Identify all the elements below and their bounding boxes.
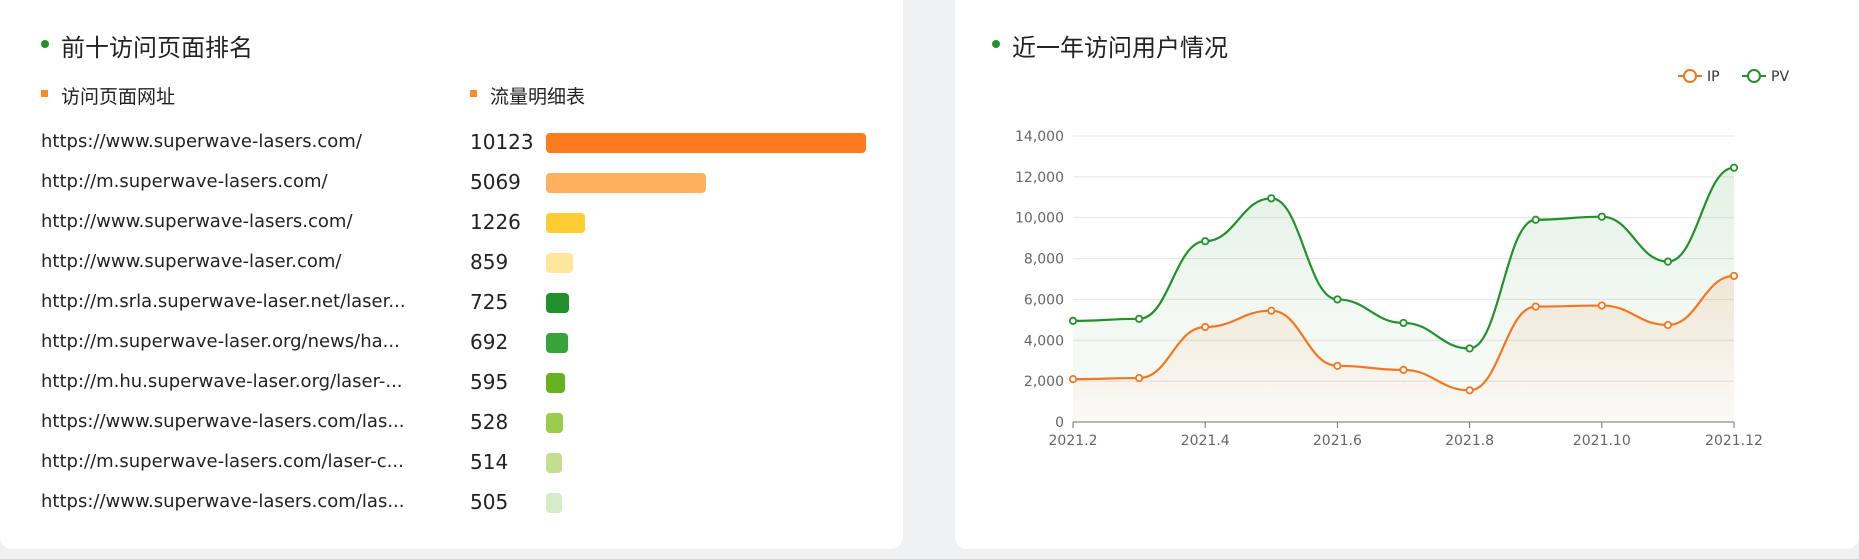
y-tick-label: 4,000 — [1024, 333, 1064, 349]
page-url: http://m.superwave-lasers.com/laser-c... — [41, 451, 404, 472]
page-visit-bar — [546, 213, 585, 233]
data-point-pv — [1267, 194, 1276, 203]
x-tick-label: 2021.6 — [1313, 433, 1362, 449]
legend-label-ip: IP — [1707, 69, 1720, 85]
page-url: http://www.superwave-laser.com/ — [41, 251, 342, 272]
y-tick-label: 8,000 — [1024, 252, 1064, 268]
data-point-ip — [1465, 386, 1474, 395]
data-point-ip — [1597, 301, 1606, 310]
x-tick-label: 2021.2 — [1049, 433, 1098, 449]
data-point-pv — [1333, 295, 1342, 304]
url-header-marker — [41, 90, 48, 97]
page-url: http://www.superwave-lasers.com/ — [41, 211, 353, 232]
page-visit-bar — [546, 333, 568, 353]
page-visit-bar — [546, 293, 569, 313]
data-point-ip — [1267, 306, 1276, 315]
data-point-pv — [1663, 257, 1673, 266]
title-dot — [41, 40, 49, 48]
data-point-pv — [1531, 215, 1540, 224]
yearly-visits-card: 近一年访问用户情况 0 2,000 4,000 6,000 8,000 10,000 12,… — [955, 0, 1859, 549]
data-point-ip — [1068, 374, 1078, 384]
data-point-pv — [1068, 316, 1078, 325]
data-point-pv — [1399, 318, 1408, 328]
title-dot — [992, 40, 1000, 48]
data-point-ip — [1663, 320, 1673, 330]
page-visit-bar — [546, 253, 574, 273]
x-tick-label: 2021.4 — [1181, 433, 1230, 449]
page-visit-bar — [546, 173, 707, 193]
flow-column-header: 流量明细表 — [490, 86, 586, 108]
x-tick-label: 2021.8 — [1445, 433, 1494, 449]
page-url: https://www.superwave-lasers.com/las... — [41, 491, 405, 512]
page-url: http://m.hu.superwave-laser.org/laser-..… — [41, 371, 403, 392]
data-point-ip — [1135, 373, 1144, 383]
page-visit-count: 514 — [470, 450, 509, 474]
x-tick-label: 2021.10 — [1573, 433, 1631, 449]
y-tick-label: 0 — [1055, 415, 1064, 431]
page-visit-count: 528 — [470, 410, 509, 434]
legend-marker-ip — [1683, 69, 1697, 83]
page-visit-count: 1226 — [470, 210, 521, 234]
page-visit-bar — [546, 133, 866, 153]
visits-line-chart: 0 2,000 4,000 6,000 8,000 10,000 12,000 14,000 2… — [1015, 69, 1789, 449]
y-tick-label: 12,000 — [1015, 170, 1064, 186]
data-point-pv — [1729, 163, 1739, 172]
data-point-ip — [1399, 365, 1408, 375]
data-point-ip — [1201, 322, 1210, 332]
data-point-pv — [1201, 237, 1210, 246]
y-tick-label: 14,000 — [1015, 129, 1064, 145]
y-tick-label: 6,000 — [1024, 292, 1064, 308]
data-point-pv — [1135, 314, 1144, 323]
page-visit-bar — [546, 373, 565, 393]
data-point-pv — [1465, 344, 1474, 353]
top-pages-card: 前十访问页面排名 访问页面网址 流量明细表 https://www.superw… — [0, 0, 903, 549]
y-tick-label: 10,000 — [1015, 211, 1064, 227]
data-point-ip — [1729, 271, 1739, 281]
page-visit-bar — [546, 413, 563, 433]
page-visit-count: 595 — [470, 370, 509, 394]
page-url: http://m.srla.superwave-laser.net/laser.… — [41, 291, 406, 312]
data-point-pv — [1597, 212, 1606, 221]
page-visit-count: 692 — [470, 330, 509, 354]
page-visit-count: 505 — [470, 490, 509, 514]
page-visit-count: 10123 — [470, 130, 534, 154]
page-visit-count: 859 — [470, 250, 509, 274]
legend-label-pv: PV — [1771, 69, 1789, 85]
data-point-ip — [1531, 302, 1540, 311]
legend-marker-pv — [1747, 69, 1761, 83]
y-tick-label: 2,000 — [1024, 374, 1064, 390]
top-pages-title: 前十访问页面排名 — [61, 34, 253, 62]
flow-header-marker — [470, 90, 477, 97]
yearly-visits-title: 近一年访问用户情况 — [1012, 34, 1228, 62]
series-area-ip — [1073, 275, 1734, 422]
page-url: https://www.superwave-lasers.com/las... — [41, 411, 405, 432]
page-url: http://m.superwave-lasers.com/ — [41, 171, 328, 192]
url-column-header: 访问页面网址 — [61, 86, 176, 108]
page-url: http://m.superwave-laser.org/news/ha... — [41, 331, 400, 352]
page-url: https://www.superwave-lasers.com/ — [41, 131, 362, 152]
page-visit-count: 5069 — [470, 170, 521, 194]
data-point-ip — [1333, 361, 1342, 370]
page-visit-count: 725 — [470, 290, 509, 314]
page-visit-bar — [546, 453, 563, 473]
x-tick-label: 2021.12 — [1705, 433, 1763, 449]
page-visit-bar — [546, 493, 562, 513]
